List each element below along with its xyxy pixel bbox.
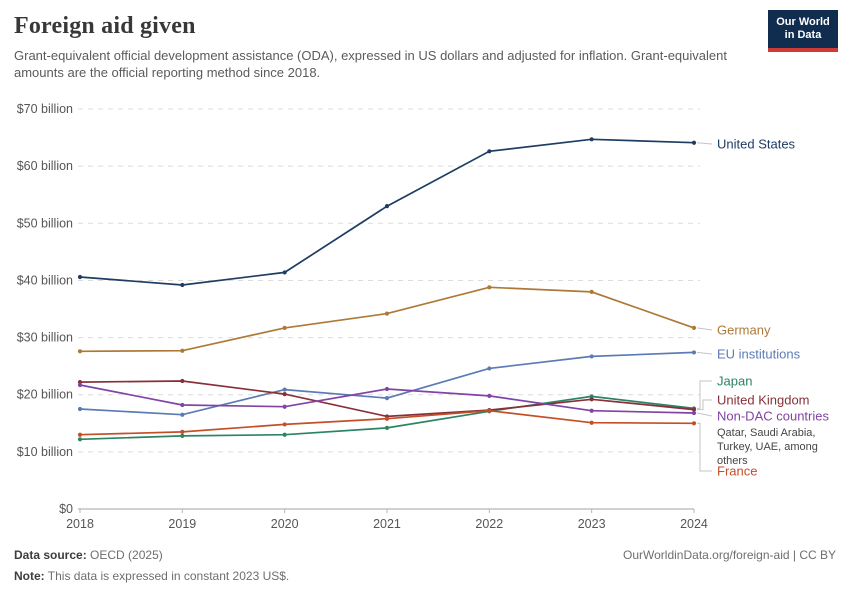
owid-logo-text: Our World in Data (768, 10, 838, 48)
series-label-eu-institutions[interactable]: EU institutions (717, 347, 801, 362)
data-point-france[interactable] (691, 421, 697, 426)
y-axis-tick-label: $40 billion (17, 273, 73, 287)
data-point-united-kingdom[interactable] (180, 378, 185, 384)
page-title: Foreign aid given (14, 13, 196, 39)
data-point-france[interactable] (77, 432, 83, 437)
legend-leader-line (696, 351, 713, 355)
owid-logo[interactable]: Our World in Data (768, 10, 838, 52)
data-point-france[interactable] (487, 408, 492, 413)
data-point-united-states[interactable] (384, 204, 390, 209)
owid-citation-link[interactable]: OurWorldinData.org/foreign-aid | CC BY (623, 548, 836, 562)
foreign-aid-line-chart[interactable]: $0 $10 billion $20 billion $30 billion $40 b… (0, 95, 850, 542)
data-point-france[interactable] (384, 416, 390, 421)
data-point-germany[interactable] (589, 289, 594, 294)
chart-note: Note: This data is expressed in constant… (14, 569, 290, 583)
line-united-states[interactable] (79, 138, 695, 286)
data-point-united-kingdom[interactable] (282, 392, 287, 397)
series-label-germany[interactable]: Germany (717, 323, 771, 338)
data-point-united-states[interactable] (691, 140, 697, 145)
y-axis-tick-label: $10 billion (17, 445, 73, 459)
data-point-germany[interactable] (282, 325, 287, 330)
y-axis-tick-label: $20 billion (17, 388, 73, 402)
data-point-united-states[interactable] (180, 282, 185, 288)
legend-leader-line (697, 380, 712, 409)
series-sublabel-non-dac-countries: Qatar, Saudi Arabia, (717, 427, 815, 439)
data-point-non-dac-countries[interactable] (384, 386, 390, 392)
data-point-japan[interactable] (77, 437, 83, 442)
data-point-eu-institutions[interactable] (487, 366, 492, 371)
chart-header: Foreign aid given Grant-equivalent offic… (0, 0, 850, 81)
data-point-united-states[interactable] (77, 274, 83, 280)
x-axis-tick-label: 2022 (475, 517, 503, 531)
series-label-japan[interactable]: Japan (717, 374, 752, 389)
data-point-non-dac-countries[interactable] (77, 382, 83, 388)
series-label-united-states[interactable]: United States (717, 137, 796, 152)
y-axis-tick-label: $50 billion (17, 216, 73, 230)
data-point-non-dac-countries[interactable] (589, 408, 594, 413)
data-point-eu-institutions[interactable] (180, 412, 185, 417)
x-axis-tick-label: 2019 (168, 517, 196, 531)
data-point-france[interactable] (282, 422, 287, 427)
legend-leader-line (696, 327, 713, 331)
legend-leader-line (696, 412, 713, 417)
data-point-japan[interactable] (384, 425, 390, 430)
x-axis-tick-label: 2018 (66, 517, 94, 531)
data-source: Data source: OECD (2025) (14, 548, 163, 562)
chart-footer: Data source: OECD (2025) OurWorldinData.… (14, 548, 836, 590)
data-point-eu-institutions[interactable] (691, 350, 697, 355)
x-axis-tick-label: 2024 (680, 517, 708, 531)
line-eu-institutions[interactable] (79, 351, 695, 416)
data-point-united-states[interactable] (282, 270, 287, 275)
data-point-non-dac-countries[interactable] (180, 402, 185, 408)
y-axis-tick-label: $70 billion (17, 102, 73, 116)
x-axis-tick-label: 2020 (271, 517, 299, 531)
data-point-germany[interactable] (180, 348, 185, 353)
data-point-germany[interactable] (384, 311, 390, 316)
series-label-united-kingdom[interactable]: United Kingdom (717, 393, 810, 408)
data-point-non-dac-countries[interactable] (487, 393, 492, 398)
x-axis-tick-label: 2023 (578, 517, 606, 531)
legend-leader-line (697, 422, 712, 472)
legend-leader-line (696, 142, 713, 145)
series-sublabel-non-dac-countries: Turkey, UAE, among (717, 441, 818, 453)
data-point-japan[interactable] (282, 432, 287, 437)
data-point-france[interactable] (180, 429, 185, 434)
series-label-non-dac-countries[interactable]: Non-DAC countries (717, 409, 829, 424)
data-point-france[interactable] (589, 420, 594, 425)
data-point-eu-institutions[interactable] (589, 354, 594, 359)
data-point-united-kingdom[interactable] (691, 407, 697, 412)
data-point-germany[interactable] (691, 325, 697, 330)
data-point-united-states[interactable] (487, 149, 492, 154)
data-point-germany[interactable] (487, 285, 492, 290)
y-axis-tick-label: $30 billion (17, 331, 73, 345)
y-axis-tick-label: $60 billion (17, 159, 73, 173)
data-point-eu-institutions[interactable] (77, 406, 83, 412)
data-point-non-dac-countries[interactable] (282, 404, 287, 409)
data-point-non-dac-countries[interactable] (691, 410, 697, 416)
data-point-eu-institutions[interactable] (384, 396, 390, 401)
line-germany[interactable] (79, 286, 695, 353)
data-point-japan[interactable] (180, 433, 185, 438)
y-axis-tick-label: $0 (59, 502, 73, 516)
data-point-united-states[interactable] (589, 137, 594, 142)
legend-leader-line (697, 399, 712, 411)
data-point-united-kingdom[interactable] (589, 397, 594, 402)
series-sublabel-non-dac-countries: others (717, 455, 748, 467)
series-label-france[interactable]: France (717, 464, 757, 479)
data-point-eu-institutions[interactable] (282, 387, 287, 392)
data-point-germany[interactable] (77, 349, 83, 354)
x-axis-tick-label: 2021 (373, 517, 401, 531)
chart-subtitle: Grant-equivalent official development as… (14, 48, 727, 80)
